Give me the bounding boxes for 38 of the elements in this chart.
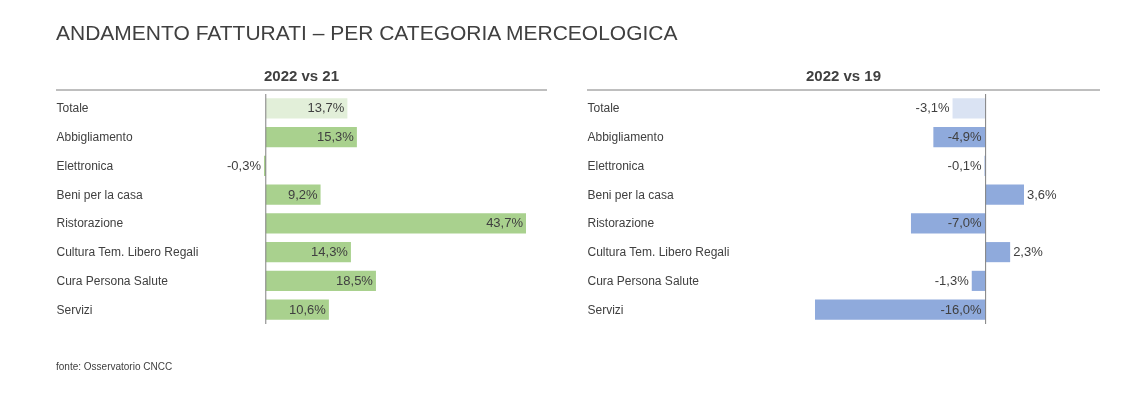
bar (265, 213, 526, 234)
y-tick-label: Abbigliamento (56, 130, 133, 145)
data-label: -4,9% (947, 129, 983, 145)
data-label: -1,3% (934, 272, 970, 288)
y-tick-label: Cura Persona Salute (56, 273, 169, 288)
y-tick-label: Ristorazione (587, 216, 655, 231)
y-tick-label: Abbigliamento (587, 130, 664, 145)
y-tick-label: Totale (56, 101, 89, 116)
y-tick-label: Beni per la casa (56, 187, 143, 202)
data-label: -7,0% (947, 215, 983, 231)
y-tick-label: Ristorazione (56, 216, 124, 231)
y-tick-label: Totale (587, 101, 620, 116)
y-tick-label: Cultura Tem. Libero Regali (56, 245, 199, 260)
data-label: -16,0% (940, 301, 983, 317)
data-label: 43,7% (486, 215, 524, 231)
bar (265, 270, 376, 291)
data-label: 15,3% (317, 129, 355, 145)
y-tick-label: Servizi (56, 302, 93, 317)
source-note: fonte: Osservatorio CNCC (56, 361, 173, 372)
data-label: 3,6% (1027, 186, 1058, 202)
y-tick-label: Elettronica (587, 158, 645, 173)
data-label: -0,3% (227, 157, 262, 173)
data-label: -0,1% (947, 157, 982, 173)
y-tick-label: Cura Persona Salute (587, 273, 700, 288)
chart-title: 2022 vs 21 (263, 66, 340, 84)
text: ANDAMENTO FATTURATI – PER CATEGORIA MERCEOLOGICA (56, 21, 678, 44)
y-tick-label: Cultura Tem. Libero Regali (587, 245, 730, 260)
data-label: 18,5% (336, 272, 374, 288)
data-label: 10,6% (289, 301, 327, 317)
y-tick-label: Servizi (587, 302, 624, 317)
y-tick-label: Beni per la casa (587, 187, 674, 202)
data-label: 14,3% (311, 244, 349, 260)
data-label: 2,3% (1013, 244, 1044, 260)
y-tick-label: Elettronica (56, 158, 114, 173)
chart-title: 2022 vs 19 (805, 66, 882, 84)
data-label: -3,1% (915, 100, 950, 116)
data-label: 13,7% (307, 100, 345, 116)
data-label: 9,2% (287, 186, 318, 202)
